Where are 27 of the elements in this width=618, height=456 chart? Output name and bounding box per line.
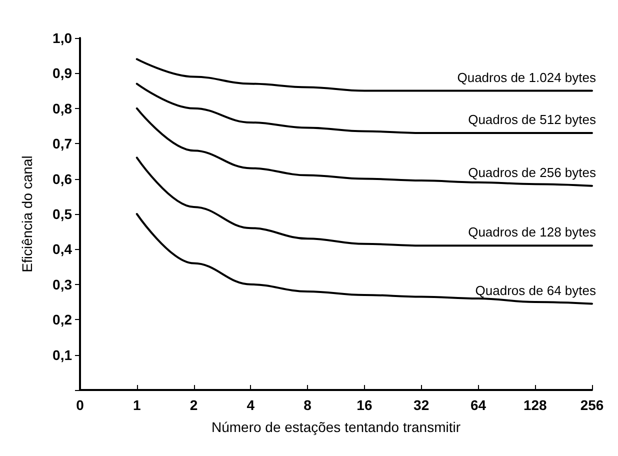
- y-axis-title: Eficiência do canal: [19, 156, 35, 272]
- x-tick-label: 0: [76, 397, 84, 413]
- series-label: Quadros de 512 bytes: [468, 112, 596, 128]
- series-label: Quadros de 128 bytes: [468, 224, 596, 240]
- x-tick-label: 16: [356, 397, 372, 413]
- y-tick-label: 0,3: [52, 276, 72, 292]
- y-tick-label: 0,2: [52, 312, 72, 328]
- y-tick-label: 0,4: [52, 241, 72, 258]
- y-tick-label: 0,1: [52, 346, 72, 363]
- y-tick-label: 0,8: [52, 100, 72, 116]
- y-tick-label: 0,7: [52, 136, 72, 152]
- x-tick-label: 64: [470, 397, 486, 413]
- x-tick-label: 2: [190, 397, 198, 413]
- x-tick-label: 32: [414, 397, 430, 413]
- x-tick-label: 8: [304, 397, 312, 413]
- y-tick-label: 0,9: [52, 65, 72, 82]
- x-tick-label: 1: [132, 397, 141, 413]
- x-tick-label: 128: [523, 397, 548, 413]
- y-tick-label: 0,5: [52, 206, 72, 222]
- series-label: Quadros de 1.024 bytes: [457, 70, 596, 85]
- series-label: Quadros de 64 bytes: [475, 282, 596, 298]
- y-tick-label: 1,0: [52, 30, 72, 46]
- x-axis-title: Número de estações tentando transmitir: [211, 419, 461, 435]
- x-tick-label: 256: [580, 397, 604, 413]
- y-tick-label: 0,6: [52, 170, 72, 187]
- series-label: Quadros de 256 bytes: [468, 164, 596, 180]
- x-tick-label: 4: [246, 397, 255, 413]
